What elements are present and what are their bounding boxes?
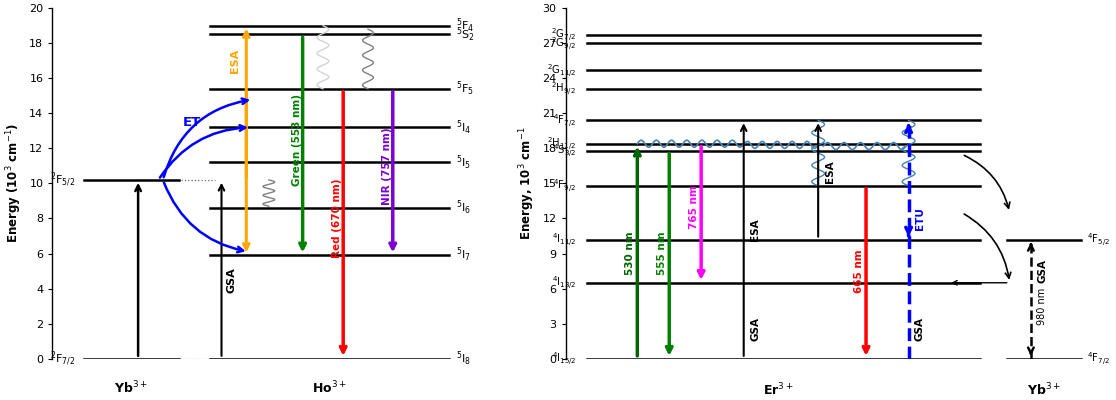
Text: $^2$G$_{7/2}$: $^2$G$_{7/2}$ [551, 26, 576, 44]
Text: 665 nm: 665 nm [854, 249, 864, 293]
Text: $^5$I$_4$: $^5$I$_4$ [455, 118, 471, 136]
Text: $^2$F$_{5/2}$: $^2$F$_{5/2}$ [50, 170, 75, 189]
Text: ETU: ETU [915, 207, 925, 230]
Text: $^4$F$_{9/2}$: $^4$F$_{9/2}$ [554, 177, 576, 194]
Text: $^4$I$_{11/2}$: $^4$I$_{11/2}$ [551, 231, 576, 248]
Text: $^5$I$_6$: $^5$I$_6$ [455, 199, 471, 217]
Text: 555 nm: 555 nm [657, 232, 667, 275]
Text: $^4$S$_{3/2}$: $^4$S$_{3/2}$ [552, 142, 576, 159]
Text: ESA: ESA [230, 49, 240, 73]
Text: ET: ET [183, 116, 201, 128]
Text: ESA: ESA [825, 160, 835, 183]
Text: $^2$G$_{9/2}$: $^2$G$_{9/2}$ [551, 35, 576, 52]
Text: $^2$H$_{9/2}$: $^2$H$_{9/2}$ [551, 80, 576, 97]
Text: GSA: GSA [1037, 259, 1047, 283]
Text: NIR (757 nm): NIR (757 nm) [382, 127, 392, 205]
Text: Er$^{3+}$: Er$^{3+}$ [763, 382, 793, 399]
Text: $^2$G$_{11/2}$: $^2$G$_{11/2}$ [547, 62, 576, 78]
Text: 530 nm: 530 nm [625, 232, 635, 275]
Y-axis label: Energy, 10$^3$ cm$^{-1}$: Energy, 10$^3$ cm$^{-1}$ [517, 127, 537, 240]
Text: $^5$F$_4$: $^5$F$_4$ [455, 16, 474, 35]
Y-axis label: Energy (10$^3$ cm$^{-1}$): Energy (10$^3$ cm$^{-1}$) [4, 124, 23, 244]
Text: Yb$^{3+}$: Yb$^{3+}$ [1027, 382, 1061, 399]
Text: $^5$I$_8$: $^5$I$_8$ [455, 350, 471, 368]
Text: Red (670 nm): Red (670 nm) [333, 179, 343, 258]
Text: 980 nm: 980 nm [1037, 288, 1047, 325]
Text: $^4$I$_{15/2}$: $^4$I$_{15/2}$ [551, 350, 576, 367]
Text: $^4$F$_{5/2}$: $^4$F$_{5/2}$ [1087, 231, 1109, 248]
Text: $^5$S$_2$: $^5$S$_2$ [455, 25, 474, 44]
Text: GSA: GSA [227, 267, 235, 293]
Text: Ho$^{3+}$: Ho$^{3+}$ [312, 380, 347, 396]
Text: $^4$F$_{7/2}$: $^4$F$_{7/2}$ [1087, 350, 1109, 367]
Text: 765 nm: 765 nm [690, 185, 700, 229]
Text: GSA: GSA [750, 318, 760, 342]
Text: $^2$F$_{7/2}$: $^2$F$_{7/2}$ [50, 349, 75, 368]
Text: $^4$I$_{13/2}$: $^4$I$_{13/2}$ [551, 274, 576, 291]
Text: Yb$^{3+}$: Yb$^{3+}$ [115, 380, 148, 396]
Text: $^5$F$_5$: $^5$F$_5$ [455, 80, 474, 98]
Text: Green (553 nm): Green (553 nm) [291, 94, 301, 186]
Text: $^4$F$_{7/2}$: $^4$F$_{7/2}$ [554, 112, 576, 129]
Text: $^5$I$_5$: $^5$I$_5$ [455, 153, 471, 172]
Text: $^5$I$_7$: $^5$I$_7$ [455, 246, 471, 264]
Text: ESA: ESA [750, 219, 760, 242]
Text: $^2$H$_{11/2}$: $^2$H$_{11/2}$ [547, 135, 576, 152]
Text: GSA: GSA [915, 318, 925, 342]
